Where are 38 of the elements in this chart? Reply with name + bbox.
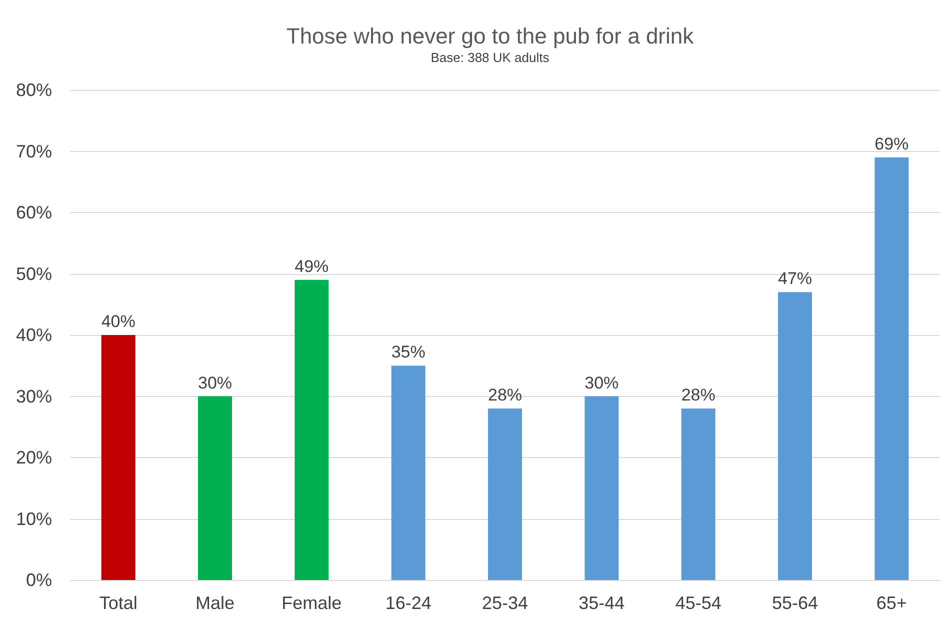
bar	[584, 396, 619, 580]
y-tick-label: 10%	[16, 508, 52, 529]
bar	[198, 396, 232, 580]
data-label: 28%	[488, 386, 522, 404]
data-label: 49%	[294, 256, 329, 276]
x-tick-label: 55-64	[772, 593, 818, 613]
x-tick-label: 16-24	[385, 593, 432, 613]
data-label: 40%	[101, 312, 136, 331]
bar	[488, 408, 522, 580]
bar	[391, 366, 426, 580]
x-tick-label: 45-54	[675, 593, 722, 613]
chart-subtitle: Base: 388 UK adults	[430, 50, 550, 65]
y-tick-label: 20%	[16, 448, 52, 468]
x-tick-label: Male	[195, 593, 235, 613]
bar	[778, 292, 812, 580]
data-label: 28%	[681, 386, 716, 404]
x-tick-label: 25-34	[482, 593, 528, 613]
x-tick-label: 35-44	[578, 593, 625, 613]
data-label: 47%	[778, 269, 812, 288]
bar	[101, 335, 136, 580]
x-tick-label: 65+	[876, 593, 907, 613]
y-tick-label: 70%	[16, 141, 52, 162]
y-tick-label: 40%	[16, 325, 52, 345]
chart-title: Those who never go to the pub for a drink	[286, 24, 695, 48]
y-tick-label: 0%	[26, 570, 52, 590]
x-tick-label: Female	[282, 593, 342, 613]
y-tick-label: 80%	[16, 80, 52, 100]
y-tick-label: 30%	[16, 386, 52, 406]
data-label: 35%	[391, 342, 426, 362]
data-label: 30%	[198, 373, 232, 392]
data-label: 69%	[874, 134, 909, 154]
bar	[294, 280, 329, 580]
data-label: 30%	[584, 373, 619, 392]
y-tick-label: 60%	[16, 202, 52, 222]
bar	[681, 408, 716, 580]
bar	[874, 157, 909, 580]
x-tick-label: Total	[99, 593, 138, 613]
y-tick-label: 50%	[16, 264, 52, 284]
